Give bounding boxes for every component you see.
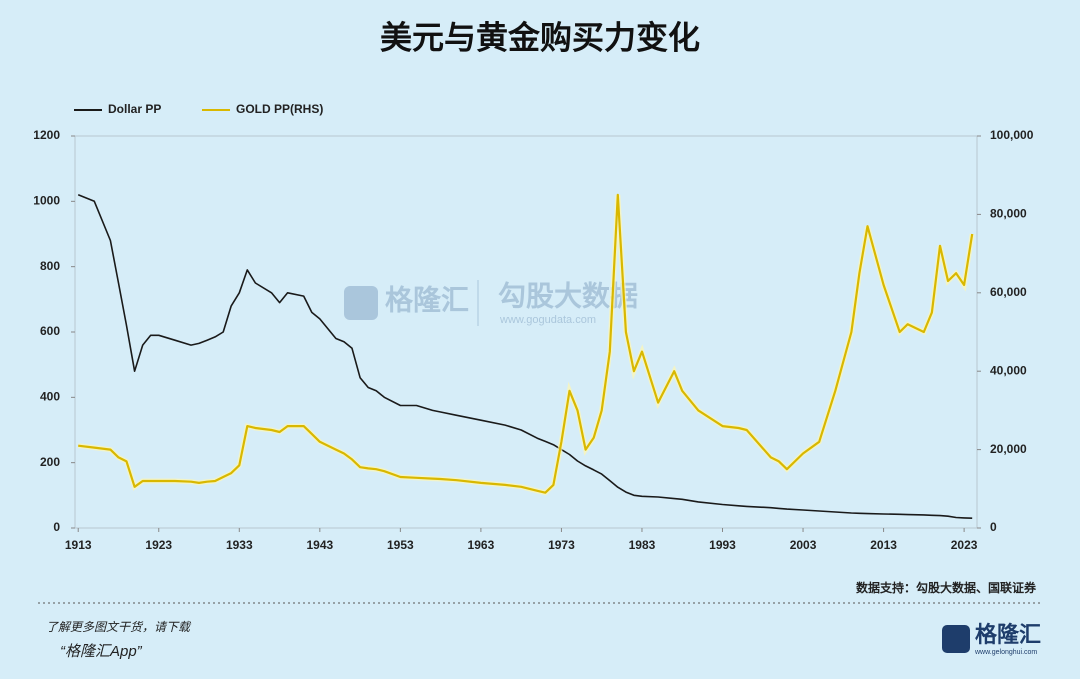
y-tick-label: 1200 — [33, 128, 60, 142]
y2-tick-label: 0 — [990, 520, 997, 534]
legend-label: GOLD PP(RHS) — [236, 102, 323, 116]
x-tick-label: 1913 — [65, 538, 92, 552]
watermark-name: 勾股大数据 — [498, 280, 638, 311]
source-note: 数据支持：勾股大数据、国联证券 — [856, 580, 1037, 595]
x-tick-label: 1983 — [629, 538, 656, 552]
watermark-icon — [344, 286, 378, 320]
y2-tick-label: 40,000 — [990, 363, 1027, 377]
y2-tick-label: 100,000 — [990, 128, 1034, 142]
x-tick-label: 1943 — [306, 538, 333, 552]
watermark-url: www.gogudata.com — [499, 314, 596, 326]
x-tick-label: 1923 — [145, 538, 172, 552]
x-tick-label: 2013 — [870, 538, 897, 552]
y-tick-label: 200 — [40, 455, 60, 469]
y-tick-label: 1000 — [33, 194, 60, 208]
x-tick-label: 1933 — [226, 538, 253, 552]
series-line — [78, 193, 974, 494]
series-line — [77, 194, 973, 519]
x-tick-label: 1993 — [709, 538, 736, 552]
y-tick-label: 600 — [40, 324, 60, 338]
logo-text: 格隆汇 — [975, 622, 1041, 647]
watermark: 格隆汇 勾股大数据 www.gogudata.com — [344, 280, 638, 326]
legend-label: Dollar PP — [108, 102, 161, 116]
y-tick-label: 0 — [53, 520, 60, 534]
y-tick-label: 400 — [40, 390, 60, 404]
y-tick-label: 800 — [40, 259, 60, 273]
logo-url: www.gelonghui.com — [974, 649, 1037, 656]
y2-tick-label: 60,000 — [990, 285, 1027, 299]
chart-title: 美元与黄金购买力变化 — [380, 19, 700, 55]
x-tick-label: 2023 — [951, 538, 978, 552]
y2-tick-label: 80,000 — [990, 207, 1027, 221]
x-tick-label: 1953 — [387, 538, 414, 552]
promo-app: “格隆汇App” — [60, 643, 143, 660]
promo-text: 了解更多图文干货，请下载 — [46, 620, 192, 634]
watermark-brand: 格隆汇 — [385, 284, 469, 315]
x-tick-label: 2003 — [790, 538, 817, 552]
logo-icon — [942, 625, 970, 653]
x-tick-label: 1973 — [548, 538, 575, 552]
y2-tick-label: 20,000 — [990, 442, 1027, 456]
x-tick-label: 1963 — [468, 538, 495, 552]
